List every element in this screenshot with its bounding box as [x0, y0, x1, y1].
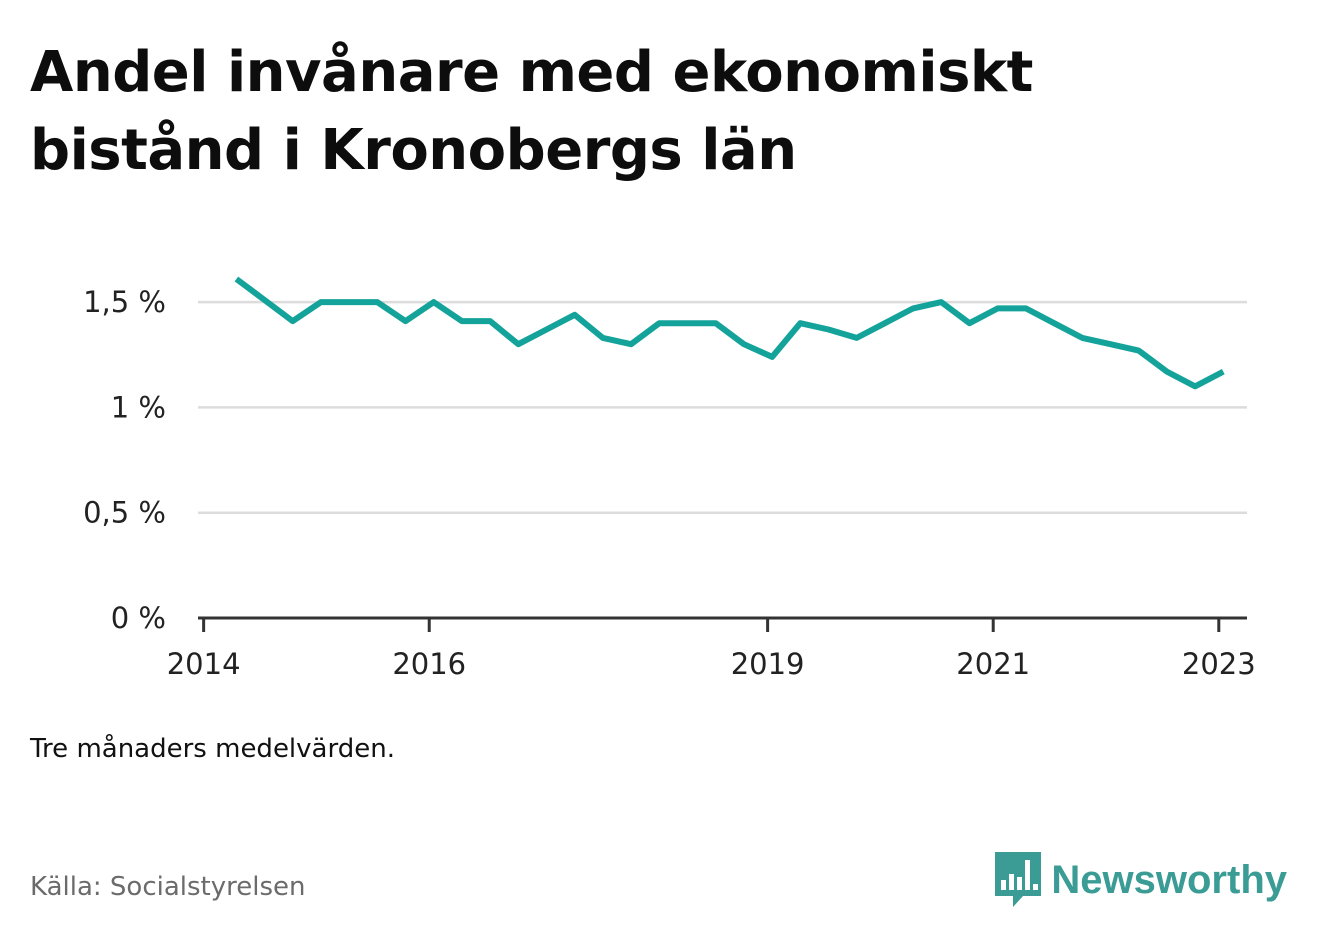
brand-logo: Newsworthy	[993, 850, 1287, 910]
x-tick-label: 2021	[956, 647, 1030, 681]
source-text: Källa: Socialstyrelsen	[30, 872, 306, 902]
chart-title: Andel invånare med ekonomiskt bistånd i …	[30, 40, 1033, 183]
y-tick-label: 0 %	[111, 601, 166, 635]
brand-name: Newsworthy	[1051, 857, 1287, 902]
x-tick-label: 2014	[167, 647, 241, 681]
series-line	[234, 276, 1225, 390]
y-tick-label: 1,5 %	[83, 285, 166, 319]
x-tick-label: 2016	[392, 647, 466, 681]
bar-chart-speech-bubble-icon	[995, 852, 1042, 907]
y-tick-label: 1 %	[111, 390, 166, 424]
chart-note: Tre månaders medelvärden.	[30, 734, 395, 764]
x-tick-label: 2019	[731, 647, 805, 681]
line-chart: 0 % 0,5 % 1 % 1,5 % 2014 2016 2019 2021 2023	[83, 276, 1256, 681]
x-tick-label: 2023	[1182, 647, 1256, 681]
y-tick-label: 0,5 %	[83, 496, 166, 530]
